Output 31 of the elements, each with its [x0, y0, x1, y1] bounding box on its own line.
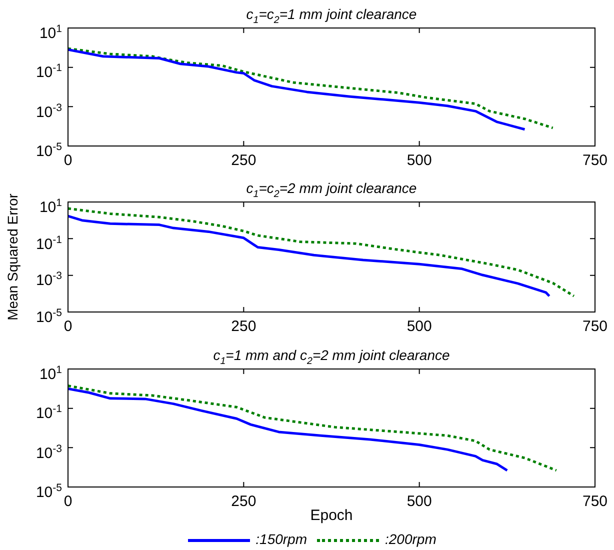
legend-label: :200rpm [385, 531, 436, 547]
x-tick-label: 250 [231, 152, 256, 170]
y-tick-label: 10$^{-1}$ [36, 61, 62, 82]
chart-title: c$_{1}$=c$_{2}$=1 mm joint clearance [245, 6, 418, 26]
x-tick-label: 0 [64, 493, 72, 510]
x-tick-label: 0 [64, 152, 72, 170]
y-tick-label: 10$^{1}$ [39, 363, 62, 383]
y-tick-label: 10$^{-5}$ [36, 481, 62, 501]
y-tick-label: 10$^{-3}$ [36, 100, 62, 121]
y-tick-label: 10$^{-3}$ [36, 269, 62, 290]
x-axis-title: Epoch [310, 507, 353, 524]
x-tick-label: 500 [406, 318, 432, 336]
x-tick-label: 250 [231, 318, 256, 336]
x-tick-label: 750 [582, 318, 608, 336]
x-tick-label: 750 [582, 152, 608, 170]
y-tick-label: 10$^{-5}$ [36, 306, 62, 326]
chart-title: c$_{1}$=c$_{2}$=2 mm joint clearance [245, 180, 418, 200]
chart-title: c$_{1}$=1 mm and c$_{2}$=2 mm joint clearance [212, 347, 451, 367]
y-axis-title: Mean Squared Error [4, 194, 20, 320]
legend-label: :150rpm [256, 531, 307, 547]
x-tick-label: 750 [582, 493, 608, 510]
y-tick-label: 10$^{-1}$ [36, 232, 62, 253]
y-tick-label: 10$^{-1}$ [36, 402, 62, 422]
y-tick-label: 10$^{1}$ [39, 196, 62, 216]
x-tick-label: 0 [64, 318, 72, 336]
y-tick-label: 10$^{-5}$ [36, 140, 62, 160]
x-tick-label: 250 [231, 493, 256, 510]
y-tick-label: 10$^{-3}$ [36, 442, 62, 462]
x-tick-label: 500 [406, 152, 432, 170]
x-tick-label: 500 [406, 493, 432, 510]
y-tick-label: 10$^{1}$ [39, 22, 62, 42]
